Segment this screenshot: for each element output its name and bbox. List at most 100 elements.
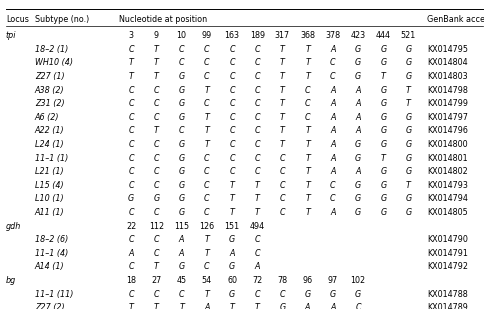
Text: KX014799: KX014799 — [427, 99, 468, 108]
Text: C: C — [229, 86, 235, 95]
Text: A: A — [330, 113, 335, 122]
Text: C: C — [128, 154, 134, 163]
Text: C: C — [204, 45, 210, 54]
Text: KX014795: KX014795 — [427, 45, 468, 54]
Text: C: C — [255, 154, 260, 163]
Text: C: C — [179, 45, 184, 54]
Text: G: G — [179, 140, 185, 149]
Text: A: A — [255, 262, 260, 271]
Text: C: C — [255, 72, 260, 81]
Text: Z27 (1): Z27 (1) — [35, 72, 64, 81]
Text: C: C — [179, 126, 184, 135]
Text: 494: 494 — [250, 222, 265, 231]
Text: C: C — [204, 181, 210, 190]
Text: C: C — [280, 154, 285, 163]
Text: C: C — [128, 140, 134, 149]
Text: T: T — [129, 303, 134, 309]
Text: KX014791: KX014791 — [427, 249, 468, 258]
Text: G: G — [380, 181, 386, 190]
Text: A: A — [330, 140, 335, 149]
Text: C: C — [153, 249, 159, 258]
Text: KX014804: KX014804 — [427, 58, 468, 67]
Text: 126: 126 — [199, 222, 214, 231]
Text: G: G — [406, 126, 411, 135]
Text: KX014802: KX014802 — [427, 167, 468, 176]
Text: G: G — [406, 154, 411, 163]
Text: A: A — [330, 303, 335, 309]
Text: C: C — [280, 208, 285, 217]
Text: T: T — [154, 58, 159, 67]
Text: G: G — [380, 45, 386, 54]
Text: G: G — [153, 194, 160, 203]
Text: A: A — [355, 113, 361, 122]
Text: G: G — [179, 86, 185, 95]
Text: T: T — [305, 167, 310, 176]
Text: 18: 18 — [126, 276, 136, 285]
Text: KX014790: KX014790 — [427, 235, 468, 244]
Text: WH10 (4): WH10 (4) — [35, 58, 73, 67]
Text: G: G — [380, 113, 386, 122]
Text: C: C — [330, 72, 336, 81]
Text: C: C — [128, 126, 134, 135]
Text: A: A — [355, 126, 361, 135]
Text: 378: 378 — [325, 31, 340, 40]
Text: G: G — [406, 72, 411, 81]
Text: T: T — [280, 140, 285, 149]
Text: G: G — [179, 208, 185, 217]
Text: A: A — [330, 99, 335, 108]
Text: 163: 163 — [225, 31, 240, 40]
Text: C: C — [128, 167, 134, 176]
Text: C: C — [204, 99, 210, 108]
Text: KX014796: KX014796 — [427, 126, 468, 135]
Text: T: T — [280, 58, 285, 67]
Text: KX014801: KX014801 — [427, 154, 468, 163]
Text: G: G — [380, 58, 386, 67]
Text: C: C — [128, 45, 134, 54]
Text: G: G — [406, 167, 411, 176]
Text: T: T — [255, 303, 259, 309]
Text: T: T — [280, 126, 285, 135]
Text: T: T — [280, 45, 285, 54]
Text: C: C — [229, 113, 235, 122]
Text: 444: 444 — [376, 31, 391, 40]
Text: 99: 99 — [202, 31, 212, 40]
Text: C: C — [229, 99, 235, 108]
Text: A: A — [330, 154, 335, 163]
Text: A: A — [179, 249, 184, 258]
Text: T: T — [154, 45, 159, 54]
Text: T: T — [204, 86, 209, 95]
Text: C: C — [330, 181, 336, 190]
Text: 54: 54 — [202, 276, 212, 285]
Text: C: C — [305, 113, 310, 122]
Text: 10: 10 — [177, 31, 187, 40]
Text: C: C — [330, 58, 336, 67]
Text: G: G — [179, 194, 185, 203]
Text: T: T — [255, 194, 259, 203]
Text: 3: 3 — [129, 31, 134, 40]
Text: G: G — [179, 113, 185, 122]
Text: 60: 60 — [227, 276, 237, 285]
Text: A: A — [179, 235, 184, 244]
Text: T: T — [154, 303, 159, 309]
Text: KX014803: KX014803 — [427, 72, 468, 81]
Text: G: G — [355, 45, 361, 54]
Text: GenBank accession no.: GenBank accession no. — [427, 15, 484, 24]
Text: T: T — [406, 99, 411, 108]
Text: 423: 423 — [350, 31, 365, 40]
Text: A: A — [229, 249, 235, 258]
Text: C: C — [128, 181, 134, 190]
Text: KX014798: KX014798 — [427, 86, 468, 95]
Text: C: C — [229, 126, 235, 135]
Text: A38 (2): A38 (2) — [35, 86, 64, 95]
Text: G: G — [179, 99, 185, 108]
Text: gdh: gdh — [6, 222, 21, 231]
Text: C: C — [255, 126, 260, 135]
Text: T: T — [381, 72, 386, 81]
Text: A: A — [330, 86, 335, 95]
Text: 45: 45 — [177, 276, 187, 285]
Text: T: T — [204, 126, 209, 135]
Text: C: C — [153, 140, 159, 149]
Text: T: T — [305, 154, 310, 163]
Text: G: G — [380, 140, 386, 149]
Text: A: A — [330, 167, 335, 176]
